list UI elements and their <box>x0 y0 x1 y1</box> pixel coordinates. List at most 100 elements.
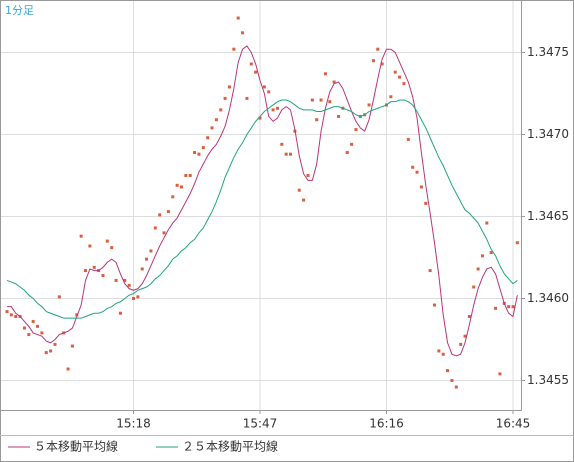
price-dot <box>123 278 127 282</box>
price-dot <box>127 283 131 287</box>
price-dot <box>145 257 149 261</box>
price-dot <box>223 96 227 100</box>
price-dot <box>79 234 83 238</box>
price-dot <box>140 267 144 271</box>
price-dot <box>350 142 354 146</box>
price-dot <box>489 251 493 255</box>
price-dot <box>302 198 306 202</box>
price-dot <box>415 170 419 174</box>
price-dot <box>297 188 301 192</box>
legend-label: ５本移動平均線 <box>34 439 118 454</box>
price-dot <box>232 47 236 51</box>
price-dot <box>206 136 210 140</box>
price-dot <box>236 16 240 20</box>
price-dot <box>393 70 397 74</box>
price-dot <box>53 342 57 346</box>
price-dot <box>459 342 463 346</box>
price-dot <box>27 333 31 337</box>
ma-line <box>7 45 518 357</box>
price-dot <box>5 310 9 314</box>
price-dot <box>454 385 458 389</box>
price-dot <box>332 80 336 84</box>
price-dot <box>245 96 249 100</box>
price-dot <box>258 116 262 120</box>
price-dot <box>188 173 192 177</box>
price-dot <box>227 85 231 89</box>
price-dot <box>219 108 223 112</box>
price-dot <box>166 210 170 214</box>
price-dot <box>114 278 118 282</box>
y-tick-label: 1.3470 <box>527 127 569 141</box>
price-dot <box>306 173 310 177</box>
price-dot <box>371 59 375 63</box>
x-tick-label: 16:45 <box>496 417 531 431</box>
price-dot <box>476 267 480 271</box>
price-dot <box>437 349 441 353</box>
price-dot <box>214 118 218 122</box>
price-dot <box>110 246 114 250</box>
price-dot <box>153 226 157 230</box>
price-dot <box>354 128 358 132</box>
price-dot <box>450 378 454 382</box>
price-dot <box>511 305 515 309</box>
price-dot <box>406 137 410 141</box>
price-dot <box>84 269 88 273</box>
price-dot <box>88 244 92 248</box>
price-dot <box>49 349 53 353</box>
price-dot <box>432 303 436 307</box>
ma-line <box>6 99 518 319</box>
price-dot <box>345 151 349 155</box>
x-tick-label: 15:47 <box>243 417 278 431</box>
y-tick-label: 1.3460 <box>527 291 569 305</box>
price-dot <box>44 351 48 355</box>
price-dot <box>75 313 79 317</box>
price-dot <box>267 90 271 94</box>
price-dot <box>485 221 489 225</box>
price-dot <box>428 269 432 273</box>
price-dot <box>402 82 406 86</box>
price-dot <box>315 118 319 122</box>
price-dot <box>284 152 288 156</box>
price-dot <box>105 239 109 243</box>
price-dot <box>275 106 279 110</box>
plot-area <box>0 0 522 411</box>
price-dot <box>22 326 26 330</box>
price-dot <box>36 324 40 328</box>
price-dot <box>158 213 162 217</box>
price-dot <box>193 151 197 155</box>
price-dot <box>507 305 511 309</box>
x-tick-label: 16:16 <box>369 417 404 431</box>
price-dot <box>241 31 245 35</box>
price-dot <box>367 103 371 107</box>
price-dot <box>480 254 484 258</box>
price-dot <box>201 146 205 150</box>
price-dot <box>179 185 183 189</box>
price-dot <box>380 62 384 66</box>
y-tick-label: 1.3455 <box>527 373 569 387</box>
price-dot <box>57 295 61 299</box>
price-dot <box>310 98 314 102</box>
price-dot <box>328 100 332 104</box>
legend-label: ２５本移動平均線 <box>182 439 278 454</box>
price-dot <box>9 313 13 317</box>
price-dot <box>280 142 284 146</box>
price-dot <box>424 201 428 205</box>
price-dot <box>446 369 450 373</box>
price-dot <box>515 241 519 245</box>
price-dot <box>31 319 35 323</box>
price-dot <box>262 85 266 89</box>
price-dot <box>249 62 253 66</box>
price-dot <box>254 70 258 74</box>
price-dot <box>419 185 423 189</box>
price-dot <box>323 72 327 76</box>
price-dot <box>463 334 467 338</box>
price-dot <box>398 75 402 79</box>
price-dot <box>118 311 122 315</box>
price-dot <box>40 331 44 335</box>
price-dot <box>175 183 179 187</box>
price-dot <box>136 295 140 299</box>
price-dot <box>132 296 135 300</box>
price-dot <box>337 114 341 118</box>
price-dot <box>197 152 201 156</box>
